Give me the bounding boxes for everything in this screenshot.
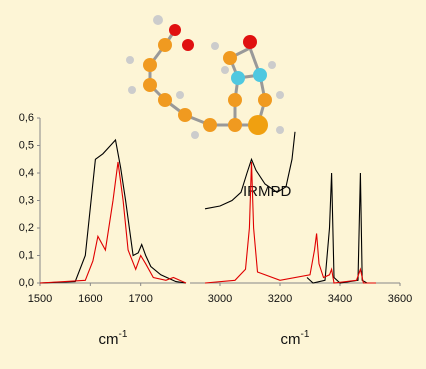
- page: {"chart_data": {"type": "line", "annotat…: [0, 0, 426, 364]
- spectrum-line: [205, 162, 376, 283]
- x-tick-label: 3600: [388, 293, 412, 305]
- spectrum-line: [40, 140, 186, 283]
- x-tick-label: 3200: [268, 293, 292, 305]
- y-tick-label: 0,4: [19, 167, 34, 179]
- x-tick-label: 1600: [78, 293, 102, 305]
- y-tick-label: 0,1: [19, 249, 34, 261]
- x-axis-label-exp: -1: [301, 329, 310, 340]
- x-axis-label: cm-1: [99, 329, 128, 348]
- y-tick-label: 0,0: [19, 277, 34, 289]
- x-axis-label: cm-1: [281, 329, 310, 348]
- y-tick-label: 0,5: [19, 139, 34, 151]
- spectrum-line: [40, 162, 186, 283]
- x-axis-label-base: cm: [99, 331, 119, 348]
- y-tick-label: 0,6: [19, 112, 34, 124]
- x-tick-label: 1500: [28, 293, 52, 305]
- y-tick-label: 0,3: [19, 194, 34, 206]
- x-tick-label: 3400: [328, 293, 352, 305]
- chart: IRMPD 0,00,10,20,30,40,50,6150016001700c…: [0, 0, 426, 364]
- x-tick-label: 3000: [208, 293, 232, 305]
- y-tick-label: 0,2: [19, 222, 34, 234]
- x-tick-label: 1700: [128, 293, 152, 305]
- molecule: [126, 15, 284, 139]
- x-axis-label-exp: -1: [119, 329, 128, 340]
- spectrum-line: [205, 132, 376, 283]
- x-axis-label-base: cm: [281, 331, 301, 348]
